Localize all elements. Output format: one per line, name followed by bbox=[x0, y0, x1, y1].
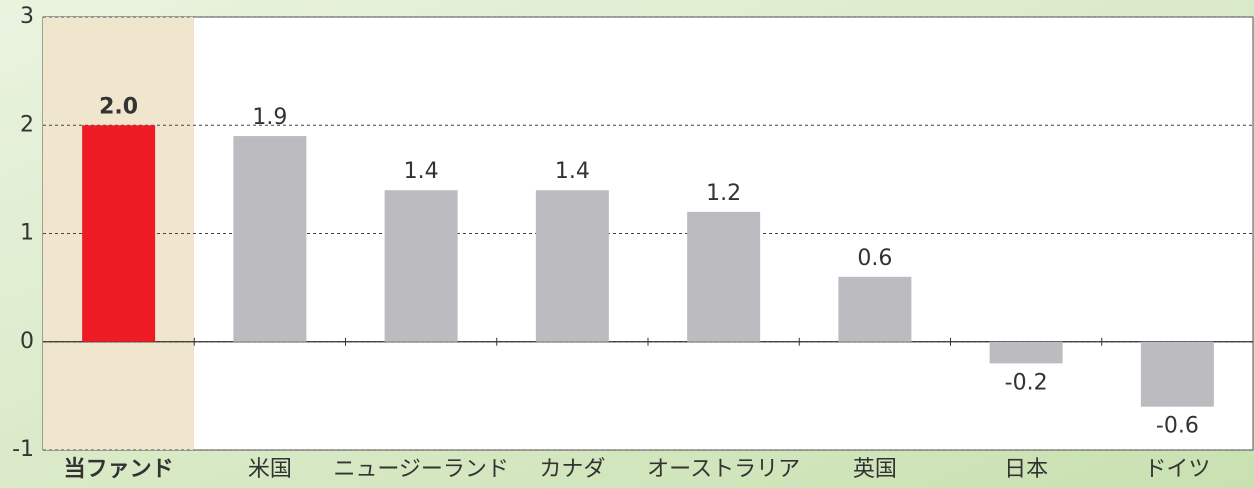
x-tick-label: 米国 bbox=[248, 457, 292, 482]
bar bbox=[535, 190, 609, 342]
x-tick-label: オーストラリア bbox=[647, 457, 800, 482]
bar bbox=[989, 341, 1063, 364]
y-tick-label: 0 bbox=[20, 329, 34, 354]
bar bbox=[82, 125, 156, 342]
x-tick-label: 英国 bbox=[853, 457, 897, 482]
y-tick-label: -1 bbox=[12, 437, 34, 462]
y-tick-label: 2 bbox=[20, 112, 34, 137]
x-tick-label: カナダ bbox=[539, 457, 605, 482]
x-tick-label: 日本 bbox=[1004, 457, 1048, 482]
y-tick-label: 3 bbox=[20, 4, 34, 29]
x-tick-label: ニュージーランド bbox=[333, 457, 509, 482]
y-tick-label: 1 bbox=[20, 221, 34, 246]
x-tick-label: 当ファンド bbox=[64, 457, 174, 482]
value-label: 1.4 bbox=[404, 159, 439, 184]
value-label: -0.2 bbox=[1005, 370, 1048, 395]
x-tick-label: ドイツ bbox=[1144, 457, 1210, 482]
bar bbox=[233, 136, 307, 342]
value-label: -0.6 bbox=[1156, 414, 1199, 439]
value-label: 0.6 bbox=[857, 246, 892, 271]
bar bbox=[1140, 341, 1214, 407]
value-label: 2.0 bbox=[99, 94, 138, 119]
value-label: 1.2 bbox=[706, 181, 741, 206]
value-label: 1.9 bbox=[252, 105, 287, 130]
value-label: 1.4 bbox=[555, 159, 590, 184]
bar bbox=[384, 190, 458, 342]
bar bbox=[687, 211, 761, 342]
bar bbox=[838, 276, 912, 342]
